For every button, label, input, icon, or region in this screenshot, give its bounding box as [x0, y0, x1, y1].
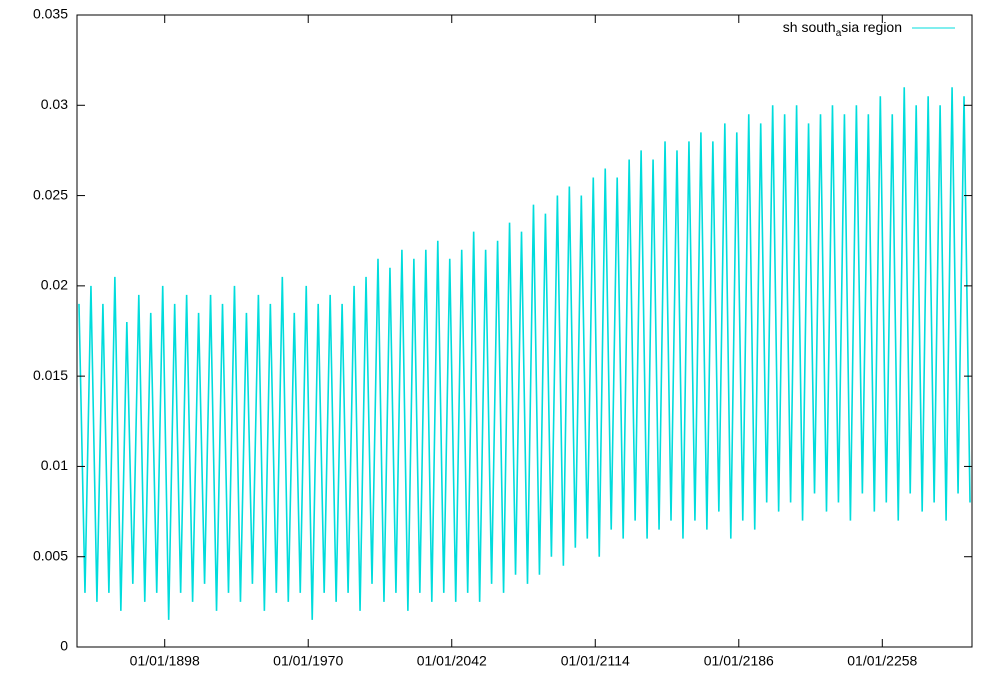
y-tick-label: 0.01: [41, 457, 68, 473]
x-tick-label: 01/01/1898: [130, 653, 200, 669]
data-line: [78, 87, 971, 620]
y-tick-label: 0.005: [33, 547, 68, 563]
y-tick-label: 0: [60, 638, 68, 654]
x-tick-label: 01/01/2258: [847, 653, 917, 669]
y-tick-label: 0.03: [41, 96, 68, 112]
legend-label: sh southasia region: [783, 19, 902, 39]
x-tick-label: 01/01/1970: [273, 653, 343, 669]
y-tick-label: 0.035: [33, 6, 68, 22]
x-tick-label: 01/01/2114: [561, 653, 630, 669]
y-tick-label: 0.025: [33, 186, 68, 202]
y-tick-label: 0.015: [33, 367, 68, 383]
plot-border: [76, 14, 973, 648]
x-tick-label: 01/01/2042: [417, 653, 487, 669]
y-tick-label: 0.02: [41, 277, 68, 293]
x-tick-label: 01/01/2186: [704, 653, 774, 669]
